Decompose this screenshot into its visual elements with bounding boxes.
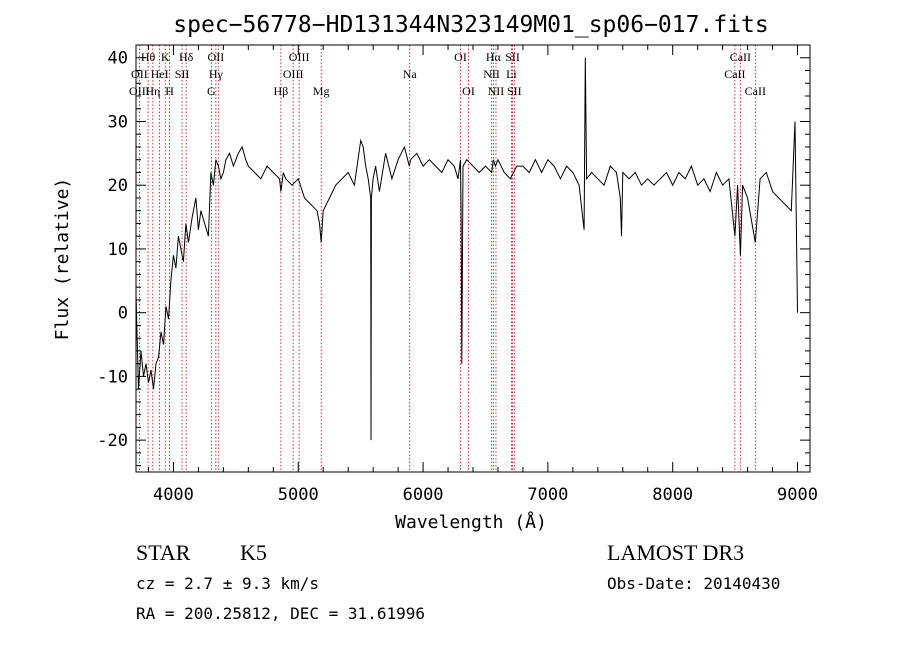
x-tick-label: 7000: [527, 485, 568, 505]
y-axis-label: Flux (relative): [52, 178, 73, 341]
x-tick-label: 6000: [403, 485, 444, 505]
redshift-text: cz = 2.7 ± 9.3 km/s: [136, 574, 319, 593]
spectrum-line: [135, 57, 798, 441]
y-tick-label: 30: [108, 112, 128, 132]
emission-line-markers: [138, 45, 756, 472]
line-label: CaII: [724, 67, 745, 81]
line-label: OI: [462, 84, 475, 98]
line-label: Hη: [145, 84, 160, 98]
line-label: H: [165, 84, 174, 98]
line-label: Hα: [486, 50, 502, 64]
line-label: OIII: [283, 67, 304, 81]
x-tick-label: 9000: [777, 485, 818, 505]
x-axis-label: Wavelength (Å): [395, 511, 547, 533]
x-tick-label: 5000: [278, 485, 319, 505]
line-label: SII: [505, 50, 520, 64]
line-label: Na: [403, 67, 418, 81]
obs-date-text: Obs-Date: 20140430: [607, 574, 780, 593]
line-label: Hγ: [209, 67, 224, 81]
line-label: OII: [208, 50, 225, 64]
line-label: Li: [506, 67, 517, 81]
y-tick-label: 0: [118, 304, 128, 324]
y-tick-label: 20: [108, 176, 128, 196]
y-tick-label: -10: [97, 367, 128, 387]
line-label: NII: [488, 84, 505, 98]
plot-frame: [135, 44, 811, 473]
subclass-label: K5: [240, 540, 267, 565]
y-tick-label: -20: [97, 431, 128, 451]
y-tick-label: 40: [108, 49, 128, 69]
line-label: SII: [175, 67, 190, 81]
line-label: NII: [483, 67, 500, 81]
chart-title: spec−56778−HD131344N323149M01_sp06−017.f…: [173, 12, 768, 38]
class-label: STAR: [136, 540, 191, 565]
x-tick-label: 4000: [153, 485, 194, 505]
line-label: Mg: [313, 84, 330, 98]
line-label: CaII: [730, 50, 751, 64]
y-axis-ticks: -20 -10 0 10 20 30 40: [97, 44, 810, 467]
line-label: G: [207, 84, 216, 98]
coordinates-text: RA = 200.25812, DEC = 31.61996: [136, 604, 425, 623]
line-label: OIII: [129, 84, 150, 98]
x-tick-label: 8000: [652, 485, 693, 505]
line-label: HeI: [151, 67, 169, 81]
line-label: K: [161, 50, 170, 64]
line-label: OII: [131, 67, 148, 81]
survey-label: LAMOST DR3: [607, 540, 744, 565]
line-label: Hδ: [179, 50, 194, 64]
line-label: CaII: [745, 84, 766, 98]
line-label: OIII: [289, 50, 310, 64]
x-axis-ticks: 4000 5000 6000 7000 8000 9000: [147, 45, 818, 505]
line-label: OI: [454, 50, 467, 64]
line-label: Hβ: [274, 84, 289, 98]
line-label: SII: [507, 84, 522, 98]
line-label: Hθ: [141, 50, 156, 64]
y-tick-label: 10: [108, 240, 128, 260]
